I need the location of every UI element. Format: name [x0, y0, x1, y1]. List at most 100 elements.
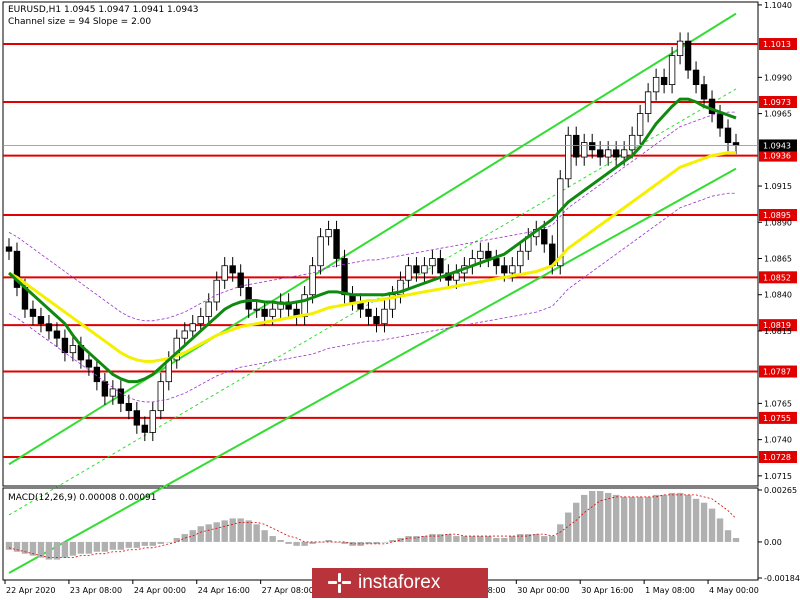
candle-body — [724, 127, 732, 143]
channel-lower — [8, 167, 737, 574]
macd-bar — [453, 536, 460, 542]
macd-indicator: 0.00265 0.00 -0.00184 — [5, 486, 800, 583]
macd-bar — [341, 541, 348, 544]
macd-bar — [557, 524, 564, 542]
macd-bar — [277, 539, 284, 542]
level-tag — [759, 319, 797, 332]
macd-bar — [285, 541, 292, 544]
macd-bar — [389, 539, 396, 542]
candle-body — [676, 40, 684, 57]
level-label: 1.1013 — [763, 40, 791, 49]
level-tag — [759, 411, 797, 424]
candle-body — [157, 381, 164, 412]
candle-body — [197, 316, 204, 325]
candle-body — [684, 40, 692, 71]
current-price-label: 1.0943 — [763, 141, 791, 150]
macd-bar — [29, 541, 37, 556]
macd-bar — [405, 536, 412, 542]
candle-body — [708, 98, 716, 114]
candle-body — [189, 323, 196, 332]
macd-bar — [245, 520, 252, 542]
candle-body — [125, 403, 133, 412]
macd-bar — [109, 541, 117, 550]
candle-body — [652, 76, 660, 93]
macd-bar — [21, 541, 29, 554]
macd-bar — [565, 512, 572, 542]
bollinger-lower — [8, 192, 737, 403]
candle-body — [716, 113, 724, 129]
candle-body — [229, 265, 236, 274]
candle-body — [93, 366, 101, 383]
macd-bar — [437, 534, 444, 542]
macd-bar — [5, 541, 13, 550]
time-tick-label: 24 Apr 16:00 — [198, 586, 250, 595]
ma-slow-line — [8, 151, 737, 363]
candle-body — [636, 113, 644, 136]
macd-bar — [676, 492, 684, 542]
header-symbol: EURUSD,H1 1.0945 1.0947 1.0941 1.0943 — [8, 5, 199, 15]
time-tick-label: 30 Apr 00:00 — [517, 586, 569, 595]
price-tick-label: 1.0915 — [764, 182, 792, 191]
candle-body — [429, 258, 436, 267]
price-tick-label: 1.0865 — [764, 254, 792, 263]
macd-bar — [261, 530, 268, 542]
macd-bar — [421, 536, 428, 542]
price-tick-label: 1.1040 — [764, 1, 792, 10]
macd-bar — [429, 534, 436, 542]
time-tick-label: 30 Apr 16:00 — [581, 586, 633, 595]
candle-body — [269, 308, 276, 317]
macd-bar — [205, 524, 212, 542]
time-tick-label: 22 Apr 2020 — [6, 586, 55, 595]
candle-body — [477, 250, 484, 259]
macd-bar — [37, 541, 45, 558]
macd-bar — [237, 518, 244, 542]
candle-body — [85, 359, 93, 368]
candle-body — [517, 250, 524, 267]
macd-bar — [141, 541, 149, 546]
macd-bar — [509, 536, 516, 542]
macd-bar — [13, 541, 21, 552]
macd-bar — [652, 494, 660, 542]
macd-bar — [581, 494, 588, 542]
macd-bar — [149, 541, 156, 546]
macd-bar — [461, 536, 468, 542]
level-label: 1.0755 — [763, 414, 791, 423]
macd-bar — [253, 524, 260, 542]
candle-body — [309, 265, 316, 296]
macd-bar — [173, 538, 180, 542]
macd-bar — [213, 522, 220, 542]
level-tag — [759, 209, 797, 222]
candle-body — [333, 229, 340, 259]
candle-body — [620, 149, 628, 158]
macd-bar — [77, 541, 85, 554]
price-tick-label: 1.0990 — [764, 73, 792, 82]
time-tick-label: 27 Apr 08:00 — [262, 586, 314, 595]
macd-tick-label: -0.00184 — [764, 574, 800, 583]
channel-upper — [8, 12, 737, 466]
level-label: 1.0787 — [763, 368, 791, 377]
logo-text: instaforex — [358, 572, 441, 593]
candle-body — [700, 84, 708, 100]
candle-body — [509, 265, 516, 274]
macd-bar — [596, 490, 604, 542]
candle-body — [5, 246, 13, 252]
macd-bar — [533, 534, 540, 542]
time-tick-label: 24 Apr 00:00 — [134, 586, 186, 595]
candle-body — [644, 91, 652, 114]
macd-bar — [45, 541, 53, 560]
macd-bar — [660, 494, 668, 542]
candle-body — [253, 308, 260, 311]
macd-bar — [604, 492, 612, 542]
price-tick-label: 1.0740 — [764, 436, 792, 445]
candle-body — [413, 265, 420, 274]
candle-body — [133, 410, 141, 426]
candle-body — [373, 316, 380, 325]
level-label: 1.0819 — [763, 321, 791, 330]
macd-bar — [61, 541, 69, 558]
candle-body — [581, 142, 588, 158]
macd-bar — [181, 534, 188, 542]
candle-body — [205, 301, 212, 317]
candle-body — [381, 308, 388, 325]
candle-body — [485, 250, 492, 259]
